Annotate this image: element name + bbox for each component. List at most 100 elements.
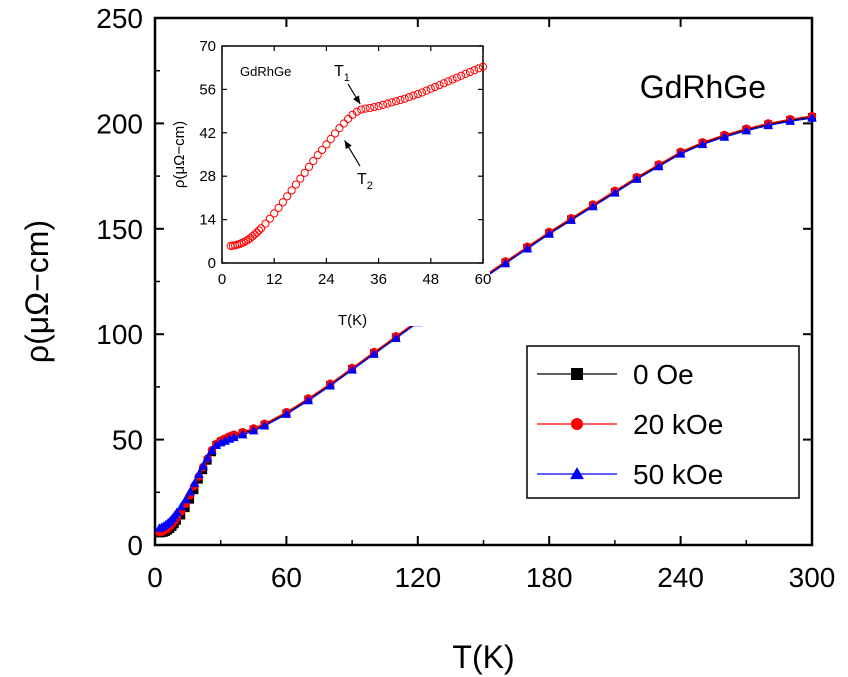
- main-y-axis-label: ρ(μΩ−cm): [19, 220, 55, 363]
- y-tick-label: 0: [127, 530, 143, 561]
- inset-x-tick-label: 48: [422, 271, 439, 288]
- inset-data-point: [283, 192, 292, 201]
- inset-series-0: [226, 62, 488, 251]
- inset-data-point: [444, 77, 453, 86]
- inset-data-point: [396, 95, 405, 105]
- inset-data-point: [252, 228, 261, 237]
- inset-t1-subscript: 1: [344, 72, 350, 84]
- data-point-50-koe: [237, 429, 248, 439]
- data-point-50-koe: [391, 333, 401, 343]
- data-point-50-koe: [741, 125, 752, 135]
- data-point-50-koe: [566, 215, 576, 224]
- inset-series-layer: [226, 62, 488, 251]
- data-point-50-koe: [500, 258, 511, 268]
- inset-data-point: [439, 79, 448, 88]
- x-tick-label: 120: [394, 562, 441, 593]
- y-tick-label: 50: [112, 425, 143, 456]
- inset-data-point: [365, 103, 374, 113]
- inset-data-point: [391, 97, 401, 106]
- data-point-50-koe: [193, 469, 204, 479]
- data-point-50-koe: [675, 149, 686, 158]
- inset-t2-subscript: 2: [367, 180, 373, 192]
- inset-y-tick-label: 0: [208, 255, 216, 272]
- inset-data-point: [304, 162, 314, 171]
- inset-data-point: [426, 84, 435, 93]
- x-tick-label: 180: [526, 562, 573, 593]
- legend-item-50-koe: 50 kOe: [537, 459, 723, 490]
- inset-data-point: [461, 69, 470, 79]
- data-point-50-koe: [807, 113, 817, 122]
- data-point-0-oe: [186, 495, 195, 504]
- inset-data-point: [300, 168, 309, 177]
- inset-data-point: [422, 86, 431, 95]
- data-point-50-koe: [207, 445, 217, 455]
- data-point-50-koe: [653, 161, 664, 171]
- inset-data-point: [239, 238, 248, 247]
- inset-data-point: [287, 186, 296, 195]
- main-x-axis-label: T(K): [452, 639, 514, 675]
- legend-item-20-koe: 20 kOe: [537, 409, 723, 440]
- inset-data-point: [448, 75, 457, 84]
- inset-data-point: [387, 98, 396, 107]
- legend-marker-0-oe: [571, 368, 583, 380]
- legend-label-0-oe: 0 Oe: [633, 359, 694, 390]
- legend-item-0-oe: 0 Oe: [537, 359, 694, 390]
- data-point-50-koe: [610, 188, 620, 197]
- inset-data-point: [431, 82, 440, 92]
- data-point-50-koe: [229, 432, 239, 442]
- inset-data-point: [274, 203, 283, 212]
- inset-data-point: [409, 91, 418, 100]
- data-point-50-koe: [325, 381, 336, 390]
- inset-data-point: [465, 67, 475, 77]
- data-point-50-koe: [180, 494, 191, 504]
- data-point-50-koe: [185, 487, 195, 496]
- inset-data-point: [413, 89, 422, 99]
- data-point-50-koe: [281, 409, 292, 418]
- inset-data-point: [254, 226, 264, 235]
- data-point-50-koe: [202, 453, 213, 462]
- data-point-50-koe: [697, 139, 708, 149]
- inset-data-point: [335, 124, 344, 133]
- data-point-50-koe: [248, 425, 259, 435]
- inset-data-point: [326, 134, 335, 144]
- inset-y-ticks: 0 14 28 42 56 70: [199, 38, 483, 272]
- data-point-50-koe: [719, 132, 730, 141]
- inset-y-tick-label: 42: [199, 125, 216, 142]
- x-tick-label: 0: [147, 562, 163, 593]
- inset-data-point: [265, 214, 274, 223]
- data-point-50-koe: [369, 349, 379, 358]
- legend-label-20-koe: 20 kOe: [633, 409, 723, 440]
- inset-y-tick-label: 28: [199, 168, 216, 185]
- inset-t2-arrowhead: [344, 140, 352, 150]
- x-tick-label: 240: [657, 562, 704, 593]
- inset-data-point: [370, 102, 379, 112]
- inset-t1-arrowhead: [353, 95, 361, 104]
- inset-annotation-t1: T1: [334, 63, 361, 105]
- inset-x-ticks: 0 12 24 36 48 60: [218, 46, 492, 288]
- data-point-50-koe: [544, 229, 555, 238]
- inset-data-point: [374, 102, 383, 111]
- inset-y-axis-label: ρ(μΩ−cm): [171, 121, 188, 188]
- inset-data-point: [470, 66, 479, 75]
- inset-data-point: [317, 145, 327, 154]
- data-point-50-koe: [172, 507, 182, 516]
- inset-data-point: [383, 99, 392, 108]
- x-tick-label: 300: [789, 562, 836, 593]
- inset-data-point: [257, 224, 266, 233]
- data-point-0-oe: [181, 504, 190, 513]
- inset-data-point: [474, 64, 483, 73]
- data-point-50-koe: [303, 395, 314, 405]
- inset-data-point: [378, 100, 388, 110]
- inset-data-point: [457, 71, 466, 80]
- inset-data-point: [309, 156, 318, 166]
- x-tick-label: 60: [271, 562, 302, 593]
- inset-y-tick-label: 70: [199, 38, 216, 55]
- data-point-50-koe: [347, 365, 357, 374]
- data-point-50-koe: [198, 461, 209, 470]
- inset-data-point: [452, 73, 461, 82]
- inset-x-tick-label: 60: [475, 271, 492, 288]
- main-annotation: GdRhGe: [640, 69, 766, 105]
